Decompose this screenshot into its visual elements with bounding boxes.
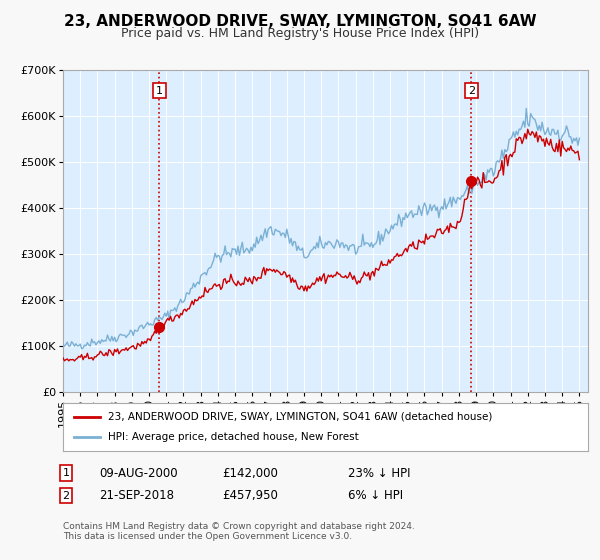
Text: 09-AUG-2000: 09-AUG-2000 bbox=[99, 466, 178, 480]
Text: 2: 2 bbox=[468, 86, 475, 96]
Text: 6% ↓ HPI: 6% ↓ HPI bbox=[348, 489, 403, 502]
Text: 1: 1 bbox=[156, 86, 163, 96]
Text: £457,950: £457,950 bbox=[222, 489, 278, 502]
Text: 2: 2 bbox=[62, 491, 70, 501]
Text: 21-SEP-2018: 21-SEP-2018 bbox=[99, 489, 174, 502]
Text: Price paid vs. HM Land Registry's House Price Index (HPI): Price paid vs. HM Land Registry's House … bbox=[121, 27, 479, 40]
Text: Contains HM Land Registry data © Crown copyright and database right 2024.
This d: Contains HM Land Registry data © Crown c… bbox=[63, 522, 415, 542]
Text: 23, ANDERWOOD DRIVE, SWAY, LYMINGTON, SO41 6AW: 23, ANDERWOOD DRIVE, SWAY, LYMINGTON, SO… bbox=[64, 14, 536, 29]
Text: £142,000: £142,000 bbox=[222, 466, 278, 480]
Text: HPI: Average price, detached house, New Forest: HPI: Average price, detached house, New … bbox=[107, 432, 358, 442]
Text: 23% ↓ HPI: 23% ↓ HPI bbox=[348, 466, 410, 480]
Text: 1: 1 bbox=[62, 468, 70, 478]
Text: 23, ANDERWOOD DRIVE, SWAY, LYMINGTON, SO41 6AW (detached house): 23, ANDERWOOD DRIVE, SWAY, LYMINGTON, SO… bbox=[107, 412, 492, 422]
